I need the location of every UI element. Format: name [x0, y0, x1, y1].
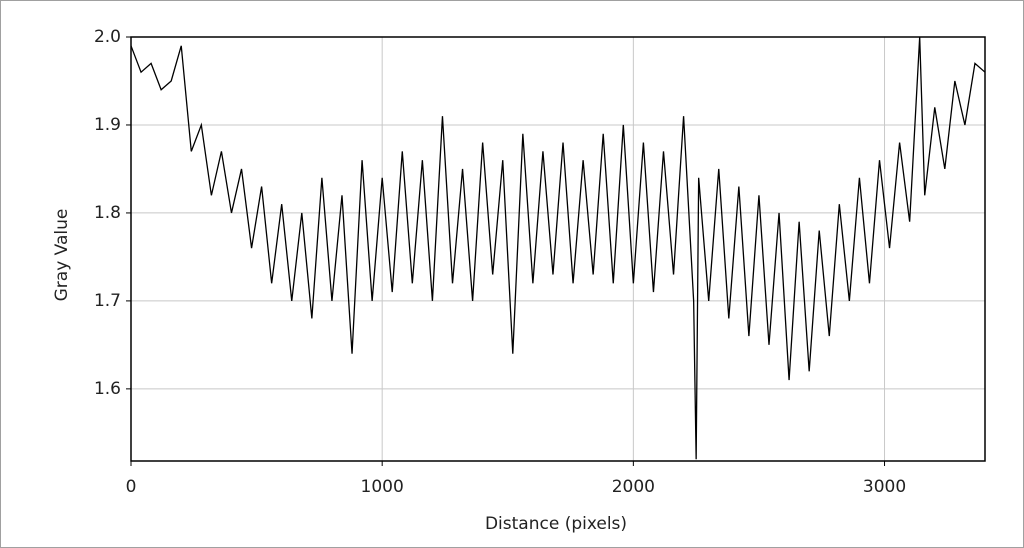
y-tick-label: 2.0: [94, 27, 121, 47]
x-tick-label: 3000: [863, 477, 906, 497]
plot: [130, 36, 986, 460]
plot-border: [130, 36, 986, 462]
y-tick-label: 1.7: [94, 291, 121, 311]
y-tick-label: 1.8: [94, 203, 121, 223]
x-tick-label: 2000: [612, 477, 655, 497]
y-tick-label: 1.9: [94, 115, 121, 135]
x-tick-label: 0: [126, 477, 137, 497]
y-tick-label: 1.6: [94, 379, 121, 399]
x-axis-label: Distance (pixels): [485, 514, 627, 534]
x-tick-label: 1000: [361, 477, 404, 497]
y-axis-label: Gray Value: [52, 209, 72, 302]
data-line: [130, 36, 986, 460]
